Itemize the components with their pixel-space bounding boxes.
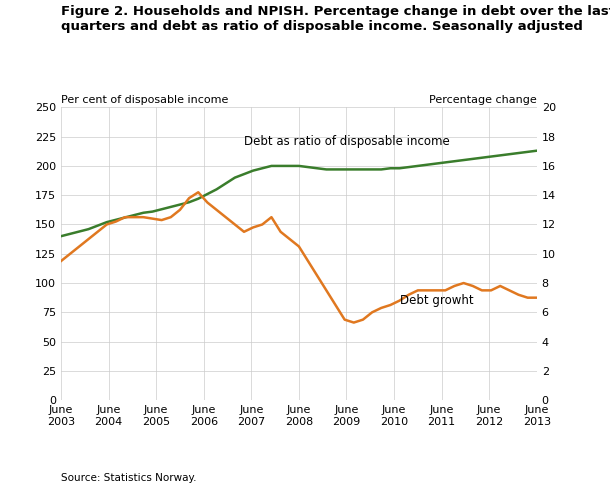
Text: Per cent of disposable income: Per cent of disposable income <box>61 95 228 105</box>
Text: Figure 2. Households and NPISH. Percentage change in debt over the last four
qua: Figure 2. Households and NPISH. Percenta… <box>61 5 610 33</box>
Text: Source: Statistics Norway.: Source: Statistics Norway. <box>61 473 196 483</box>
Text: Percentage change: Percentage change <box>429 95 537 105</box>
Text: Debt as ratio of disposable income: Debt as ratio of disposable income <box>244 135 450 148</box>
Text: Debt growht: Debt growht <box>400 294 473 306</box>
